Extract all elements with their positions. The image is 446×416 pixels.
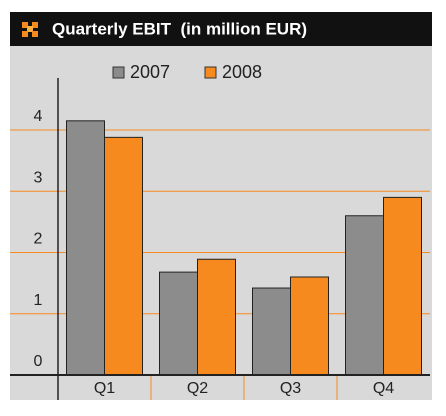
y-tick-label: 2 xyxy=(34,231,43,248)
bar xyxy=(252,287,291,376)
bar xyxy=(66,120,105,376)
header-bar xyxy=(10,12,432,46)
x-tick-label: Q2 xyxy=(187,380,208,397)
bar xyxy=(159,271,198,376)
bar xyxy=(104,136,143,376)
y-tick-label: 0 xyxy=(34,353,43,370)
legend-label: 2008 xyxy=(222,62,262,82)
y-tick-label: 1 xyxy=(34,292,43,309)
bar xyxy=(345,215,384,376)
legend-label: 2007 xyxy=(130,62,170,82)
legend-swatch xyxy=(112,66,125,79)
y-tick-label: 3 xyxy=(34,169,43,186)
legend-swatch xyxy=(204,66,217,79)
header-icon xyxy=(22,22,38,37)
y-tick-label: 4 xyxy=(34,108,43,125)
chart-title: Quarterly EBIT (in million EUR) xyxy=(52,19,307,38)
x-tick-label: Q3 xyxy=(280,380,301,397)
bar xyxy=(383,196,422,376)
x-tick-label: Q1 xyxy=(94,380,115,397)
x-tick-label: Q4 xyxy=(373,380,394,397)
bar xyxy=(197,258,236,376)
bar xyxy=(290,276,329,376)
